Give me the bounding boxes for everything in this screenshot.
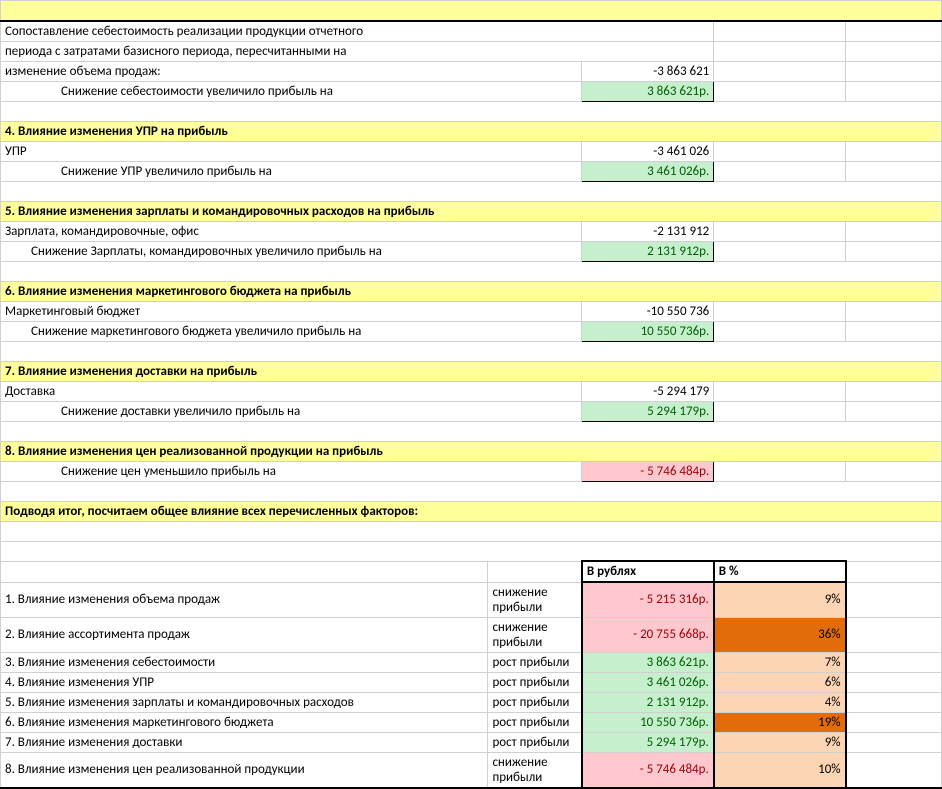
sec7-title: 7. Влияние изменения доставки на прибыль: [1, 361, 942, 381]
upr-res-label: Снижение УПР увеличило прибыль на: [1, 161, 582, 181]
mkt-label: Маркетинговый бюджет: [1, 301, 582, 321]
del-res-label: Снижение доставки увеличило прибыль на: [1, 401, 582, 421]
del-val: -5 294 179: [582, 381, 714, 401]
mkt-res-val: 10 550 736р.: [582, 321, 714, 341]
top-blank: [1, 1, 942, 21]
desc-line1: Сопоставление себестоимость реализации п…: [1, 21, 714, 42]
th-rub: В рублях: [582, 561, 714, 582]
salary-val: -2 131 912: [582, 221, 714, 241]
mkt-val: -10 550 736: [582, 301, 714, 321]
sec6-title: 6. Влияние изменения маркетингового бюдж…: [1, 281, 942, 301]
table-row: 2. Влияние ассортимента продаж снижение …: [1, 617, 942, 652]
table-row: 8. Влияние изменения цен реализованной п…: [1, 752, 942, 788]
res-cost-val: 3 863 621р.: [582, 81, 714, 101]
price-res-val: 5 746 484р.: [582, 461, 714, 481]
sec4-title: 4. Влияние изменения УПР на прибыль: [1, 121, 942, 141]
th-pct: В %: [714, 561, 846, 582]
res-cost-label: Снижение себестоимости увеличило прибыль…: [1, 81, 582, 101]
del-label: Доставка: [1, 381, 582, 401]
desc-line3: изменение объема продаж:: [1, 61, 582, 81]
table-row: 3. Влияние изменения себестоимости рост …: [1, 652, 942, 672]
desc-line2: периода с затратами базисного периода, п…: [1, 41, 714, 61]
price-res-label: Снижение цен уменьшило прибыль на: [1, 461, 582, 481]
table-row: 5. Влияние изменения зарплаты и командир…: [1, 692, 942, 712]
spreadsheet: Сопоставление себестоимость реализации п…: [0, 0, 942, 789]
table-row: 4. Влияние изменения УПР рост прибыли 3 …: [1, 672, 942, 692]
table-row: 7. Влияние изменения доставки рост прибы…: [1, 732, 942, 752]
salary-res-val: 2 131 912р.: [582, 241, 714, 261]
table-row: 6. Влияние изменения маркетингового бюдж…: [1, 712, 942, 732]
val-cost: -3 863 621: [582, 61, 714, 81]
upr-label: УПР: [1, 141, 582, 161]
salary-res-label: Снижение Зарплаты, командировочных увели…: [1, 241, 582, 261]
upr-val: -3 461 026: [582, 141, 714, 161]
salary-label: Зарплата, командировочные, офис: [1, 221, 582, 241]
del-res-val: 5 294 179р.: [582, 401, 714, 421]
sec5-title: 5. Влияние изменения зарплаты и командир…: [1, 201, 942, 221]
summary-title: Подводя итог, посчитаем общее влияние вс…: [1, 501, 942, 521]
table-row: 1. Влияние изменения объема продаж сниже…: [1, 582, 942, 617]
upr-res-val: 3 461 026р.: [582, 161, 714, 181]
mkt-res-label: Снижение маркетингового бюджета увеличил…: [1, 321, 582, 341]
sec8-title: 8. Влияние изменения цен реализованной п…: [1, 441, 942, 461]
